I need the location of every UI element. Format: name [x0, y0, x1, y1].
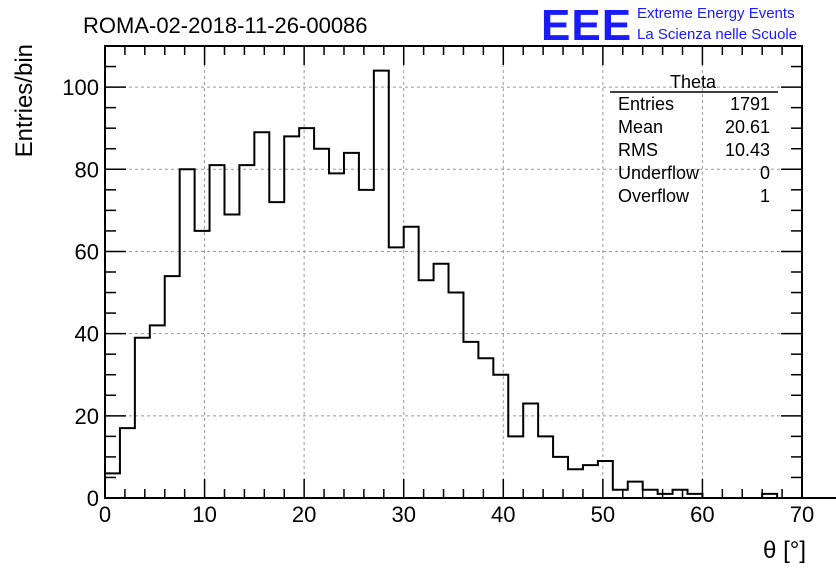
stats-row-value: 20.61: [725, 117, 770, 137]
histogram-bin: [553, 457, 568, 498]
y-tick-label: 20: [75, 404, 99, 429]
stats-row-label: Mean: [618, 117, 663, 137]
histogram-bin: [180, 169, 195, 498]
histogram-bin: [299, 128, 314, 498]
y-tick-label: 0: [87, 486, 99, 511]
x-tick-label: 10: [192, 502, 216, 527]
histogram-bin: [449, 293, 464, 498]
x-tick-label: 30: [391, 502, 415, 527]
stats-row-label: Underflow: [618, 163, 700, 183]
logo: EEE Extreme Energy Events La Scienza nel…: [541, 1, 797, 50]
histogram-bin: [643, 490, 658, 498]
histogram-bin: [120, 428, 135, 498]
histogram-bin: [419, 280, 434, 498]
plot-frame: [104, 45, 803, 499]
x-tick-label: 20: [292, 502, 316, 527]
histogram-bin: [508, 436, 523, 498]
stats-row-value: 0: [760, 163, 770, 183]
y-tick-label: 80: [75, 157, 99, 182]
histogram-bin: [254, 132, 269, 498]
histogram-bin: [673, 490, 688, 498]
histogram-bin: [359, 190, 374, 498]
x-tick-label: 40: [491, 502, 515, 527]
x-tick-label: 70: [790, 502, 814, 527]
y-tick-label: 100: [62, 75, 99, 100]
histogram-bin: [538, 436, 553, 498]
histogram-bin: [523, 403, 538, 498]
stats-row-label: RMS: [618, 140, 658, 160]
stats-rows: Entries 1791 Mean 20.61 RMS 10.43 Underflow 0 Ov…: [618, 94, 770, 206]
stats-row-value: 10.43: [725, 140, 770, 160]
x-axis-label: θ [°]: [763, 537, 806, 564]
histogram-bin: [568, 469, 583, 498]
stats-row-value: 1791: [730, 94, 770, 114]
logo-line-1: Extreme Energy Events: [637, 5, 795, 22]
x-tick-label: 50: [591, 502, 615, 527]
logo-line-2: La Scienza nelle Scuole: [637, 26, 797, 43]
chart-title: ROMA-02-2018-11-26-00086: [83, 13, 368, 38]
histogram-bin: [210, 165, 225, 498]
y-tick-label: 40: [75, 322, 99, 347]
axis-ticks: [104, 45, 803, 499]
stats-row-value: 1: [760, 186, 770, 206]
x-tick-label: 0: [99, 502, 111, 527]
logo-mark: EEE: [541, 1, 632, 50]
histogram-bin: [314, 149, 329, 498]
grid: [105, 46, 802, 498]
histogram-bin: [389, 247, 404, 498]
stats-box: Theta Entries 1791 Mean 20.61 RMS 10.43 Underf…: [610, 72, 778, 206]
stats-row-label: Entries: [618, 94, 674, 114]
histogram-bin: [150, 325, 165, 498]
histogram-bin: [628, 482, 643, 498]
histogram-bin: [583, 465, 598, 498]
histogram-bin: [195, 231, 210, 498]
y-tick-label: 60: [75, 239, 99, 264]
histogram-bin: [239, 165, 254, 498]
histogram-bin: [404, 227, 419, 498]
y-axis-label: Entries/bin: [11, 44, 38, 157]
histogram-bin: [165, 276, 180, 498]
histogram-bin: [374, 71, 389, 498]
stats-title: Theta: [670, 72, 717, 92]
histogram-bin: [344, 153, 359, 498]
x-tick-label: 60: [690, 502, 714, 527]
histogram-bin: [135, 338, 150, 498]
histogram-bin: [224, 214, 239, 498]
histogram-bin: [478, 358, 493, 498]
histogram-bin: [463, 342, 478, 498]
histogram-bin: [269, 202, 284, 498]
histogram-bin: [434, 264, 449, 498]
histogram-bin: [493, 375, 508, 498]
histogram-bin: [329, 173, 344, 498]
histogram-bin: [613, 490, 628, 498]
histogram-bin: [598, 461, 613, 498]
histogram-bin: [284, 136, 299, 498]
stats-row-label: Overflow: [618, 186, 690, 206]
